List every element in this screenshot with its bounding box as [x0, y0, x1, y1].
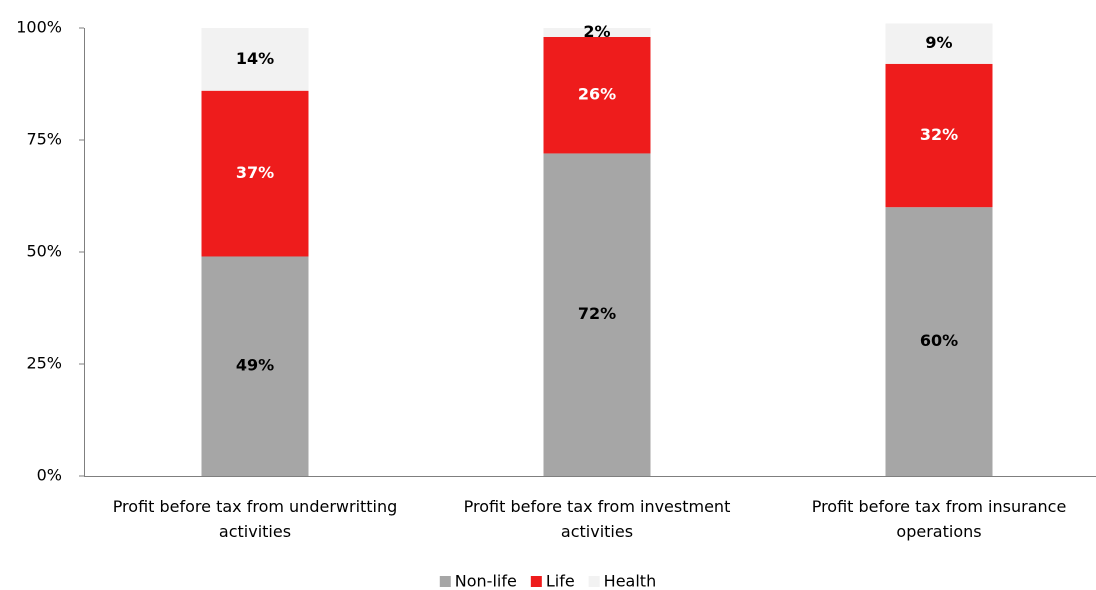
legend-swatch [530, 576, 542, 587]
y-tick-label: 100% [16, 18, 62, 37]
y-tick-label: 25% [26, 354, 62, 373]
data-label: 32% [920, 125, 958, 144]
bar-segment [543, 153, 651, 476]
data-label: 49% [236, 356, 274, 375]
bar-segment [201, 28, 309, 91]
y-tick-label: 50% [26, 242, 62, 261]
legend-label: Health [604, 572, 657, 590]
data-label: 60% [920, 331, 958, 350]
x-tick-label: Profit before tax from insurance operati… [811, 497, 1067, 541]
y-tick-label: 75% [26, 130, 62, 149]
bar-segment [201, 90, 309, 257]
data-label: 14% [236, 49, 274, 68]
bar-segment [543, 28, 651, 37]
x-tick-label: Profit before tax from underwritting act… [112, 497, 398, 541]
legend-swatch [439, 576, 451, 587]
bar-segment [201, 256, 309, 476]
x-tick-label: Profit before tax from investment activi… [463, 497, 731, 541]
data-label: 26% [578, 85, 616, 104]
legend-label: Non-life [455, 572, 517, 590]
bar-segment [543, 36, 651, 154]
y-tick-label: 0% [37, 466, 62, 485]
data-label: 2% [583, 22, 610, 41]
data-label: 72% [578, 304, 616, 323]
data-label: 9% [925, 33, 952, 52]
legend-label: Life [546, 572, 575, 590]
legend-swatch [588, 576, 600, 587]
bar-segment [885, 207, 993, 476]
data-label: 37% [236, 163, 274, 182]
bar-segment [885, 23, 993, 64]
bar-segment [885, 63, 993, 208]
